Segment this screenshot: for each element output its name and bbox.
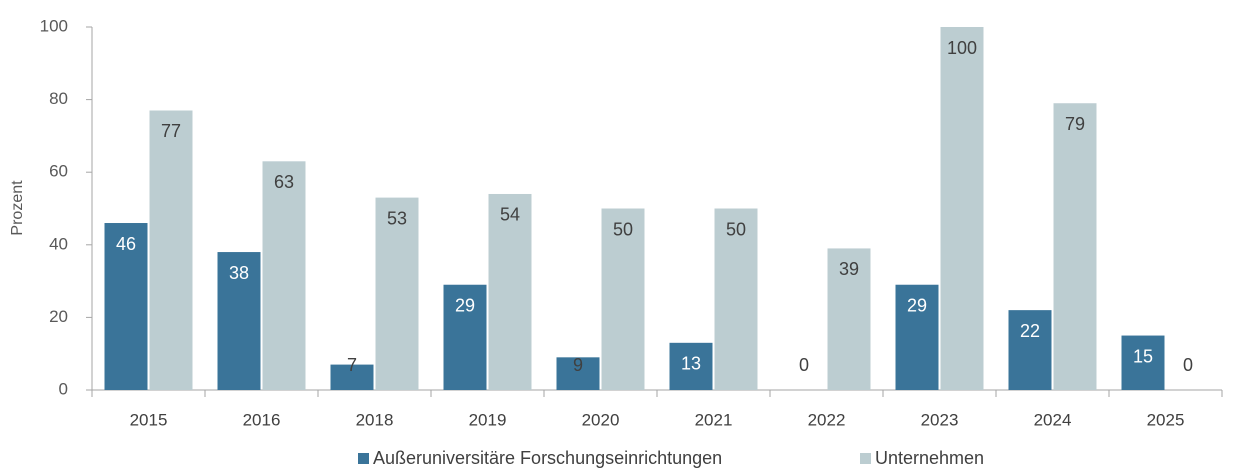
data-label: 63 (274, 172, 294, 192)
y-tick-label: 20 (49, 307, 68, 326)
bar (940, 27, 984, 390)
x-tick-label: 2022 (808, 410, 846, 429)
x-tick-label: 2020 (582, 410, 620, 429)
data-label: 22 (1020, 321, 1040, 341)
data-label: 0 (1183, 355, 1193, 375)
x-tick-label: 2025 (1147, 410, 1185, 429)
data-label: 39 (839, 259, 859, 279)
x-tick-label: 2021 (695, 410, 733, 429)
bar (330, 364, 374, 390)
data-label: 53 (387, 208, 407, 228)
bar (1121, 335, 1165, 390)
x-tick-label: 2024 (1034, 410, 1072, 429)
data-label: 9 (573, 355, 583, 375)
bar (714, 208, 758, 390)
y-axis-label: Prozent (9, 180, 26, 236)
bar (601, 208, 645, 390)
legend-swatch (860, 453, 871, 464)
y-tick-label: 80 (49, 89, 68, 108)
bar (669, 342, 713, 390)
bar (1008, 310, 1052, 390)
bar (217, 252, 261, 390)
bar (895, 284, 939, 390)
y-tick-label: 60 (49, 162, 68, 181)
x-tick-label: 2023 (921, 410, 959, 429)
bar (443, 284, 487, 390)
data-label: 13 (681, 354, 701, 374)
x-tick-label: 2018 (356, 410, 394, 429)
legend-label: Unternehmen (875, 448, 984, 468)
x-tick-label: 2016 (243, 410, 281, 429)
y-tick-label: 40 (49, 234, 68, 253)
bar (262, 161, 306, 390)
data-label: 77 (161, 121, 181, 141)
data-label: 15 (1133, 346, 1153, 366)
data-label: 79 (1065, 114, 1085, 134)
y-tick-label: 100 (40, 16, 68, 35)
bar (827, 248, 871, 390)
data-label: 50 (613, 219, 633, 239)
bar (375, 197, 419, 390)
data-label: 0 (799, 355, 809, 375)
legend-label: Außeruniversitäre Forschungseinrichtunge… (373, 448, 722, 468)
x-tick-label: 2019 (469, 410, 507, 429)
bar (149, 110, 193, 391)
data-label: 29 (907, 295, 927, 315)
bar (488, 193, 532, 390)
data-label: 50 (726, 219, 746, 239)
bar (104, 223, 148, 390)
data-label: 7 (347, 355, 357, 375)
data-label: 54 (500, 205, 520, 225)
data-label: 29 (455, 295, 475, 315)
data-label: 46 (116, 234, 136, 254)
x-tick-label: 2015 (130, 410, 168, 429)
bar (1053, 103, 1097, 390)
data-label: 100 (947, 38, 977, 58)
data-label: 38 (229, 263, 249, 283)
bar (556, 357, 600, 390)
legend-swatch (358, 453, 369, 464)
y-tick-label: 0 (59, 379, 68, 398)
